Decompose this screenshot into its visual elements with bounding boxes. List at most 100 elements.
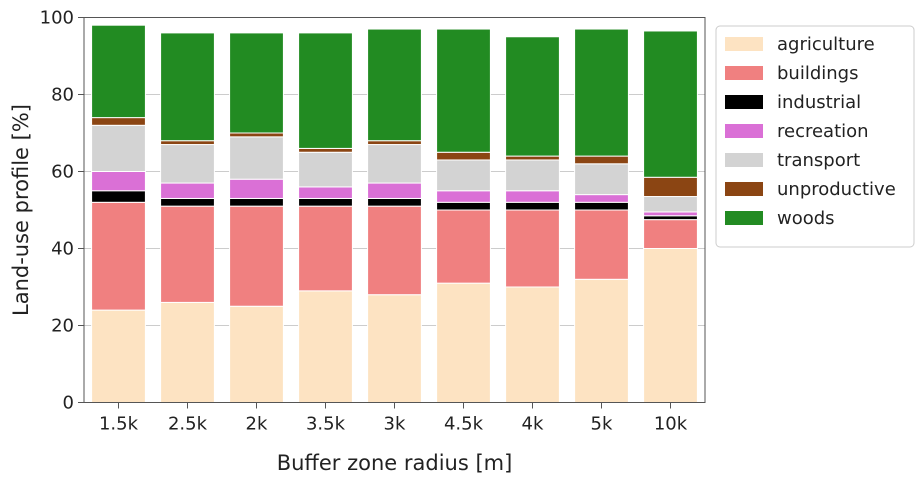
bar-segment-agriculture: [91, 309, 146, 404]
bar-segment-unproductive: [643, 176, 698, 198]
bar-segment-industrial: [574, 201, 629, 211]
bar-segment-agriculture: [574, 278, 629, 403]
bar-segment-industrial: [229, 197, 284, 207]
x-axis-ticks: 1.5k 2.5k 2k 3.5k 3k 4.5k 4k 5k 10k: [99, 402, 688, 435]
bar-segment-buildings: [298, 205, 353, 292]
x-tick-label: 3k: [384, 414, 406, 435]
bar-segment-buildings: [91, 201, 146, 311]
bar-segment-unproductive: [367, 140, 422, 146]
y-tick-label: 100: [40, 8, 74, 29]
x-tick-label: 4k: [522, 414, 544, 435]
x-tick-label: 5k: [591, 414, 613, 435]
legend-swatch: [725, 66, 763, 80]
bar-segment-woods: [298, 32, 353, 149]
bar-segment-industrial: [436, 201, 491, 211]
y-tick-label: 20: [51, 316, 74, 337]
legend-frame: [715, 25, 915, 248]
bar-segment-industrial: [643, 215, 698, 221]
bar-segment-unproductive: [436, 151, 491, 161]
y-tick-label: 80: [51, 85, 74, 106]
legend-swatch: [725, 124, 763, 138]
bar-segment-buildings: [229, 205, 284, 307]
bar-segment-agriculture: [229, 305, 284, 403]
legend-swatch: [725, 211, 763, 225]
bar-segment-buildings: [643, 219, 698, 249]
bar-segment-transport: [160, 144, 215, 184]
bar-segment-agriculture: [643, 248, 698, 403]
bar-segment-agriculture: [436, 282, 491, 403]
bar-segment-recreation: [574, 194, 629, 203]
bar-segment-woods: [160, 32, 215, 142]
bar-segment-woods: [367, 28, 422, 142]
bar-segment-woods: [229, 32, 284, 134]
bar-segment-unproductive: [505, 155, 560, 161]
y-axis-ticks: 0 20 40 60 80 100: [40, 8, 84, 414]
bar-segment-transport: [574, 163, 629, 196]
bar-segment-woods: [574, 28, 629, 157]
bar-segment-buildings: [436, 209, 491, 284]
bars-group: [91, 24, 698, 404]
bar-segment-agriculture: [298, 290, 353, 404]
bar-segment-buildings: [574, 209, 629, 280]
legend-swatch: [725, 37, 763, 51]
bar-segment-recreation: [505, 190, 560, 203]
legend-label: industrial: [777, 92, 861, 113]
legend-label: buildings: [777, 63, 858, 84]
bar-segment-buildings: [367, 205, 422, 296]
bar-segment-recreation: [298, 186, 353, 199]
bar-segment-woods: [643, 30, 698, 178]
bar-segment-unproductive: [229, 132, 284, 138]
x-axis-label: Buffer zone radius [m]: [277, 451, 513, 475]
bar-segment-unproductive: [298, 147, 353, 153]
bar-segment-transport: [298, 151, 353, 188]
legend: agriculture buildings industrial recreation…: [715, 25, 915, 248]
bar-segment-unproductive: [91, 117, 146, 126]
bar-segment-buildings: [505, 209, 560, 288]
bar-segment-recreation: [643, 211, 698, 217]
y-axis-label: Land-use profile [%]: [9, 104, 33, 316]
bar-segment-buildings: [160, 205, 215, 303]
y-tick-label: 40: [51, 239, 74, 260]
bar-segment-transport: [229, 136, 284, 180]
x-tick-label: 2k: [246, 414, 268, 435]
bar-segment-recreation: [367, 182, 422, 199]
legend-swatch: [725, 95, 763, 109]
x-tick-label: 4.5k: [444, 414, 484, 435]
bar-segment-woods: [91, 24, 146, 119]
bar-segment-transport: [367, 144, 422, 184]
legend-label: agriculture: [777, 34, 875, 55]
bar-segment-woods: [436, 28, 491, 153]
legend-label: transport: [777, 150, 860, 171]
bar-segment-industrial: [160, 197, 215, 207]
bar-segment-industrial: [505, 201, 560, 211]
legend-label: recreation: [777, 121, 869, 142]
bar-segment-recreation: [91, 171, 146, 192]
bar-segment-agriculture: [160, 301, 215, 403]
bar-segment-transport: [505, 159, 560, 192]
bar-segment-recreation: [436, 190, 491, 203]
bar-segment-industrial: [91, 190, 146, 203]
bar-segment-transport: [643, 196, 698, 213]
bar-segment-recreation: [160, 182, 215, 199]
bar-segment-unproductive: [160, 140, 215, 146]
bar-segment-industrial: [298, 197, 353, 207]
legend-label: unproductive: [777, 179, 896, 200]
y-tick-label: 0: [63, 393, 74, 414]
bar-segment-transport: [91, 124, 146, 173]
x-tick-label: 1.5k: [99, 414, 139, 435]
legend-swatch: [725, 182, 763, 196]
legend-swatch: [725, 153, 763, 167]
bar-segment-industrial: [367, 197, 422, 207]
bar-segment-recreation: [229, 178, 284, 199]
legend-label: woods: [777, 208, 835, 229]
x-tick-label: 2.5k: [168, 414, 208, 435]
bar-segment-transport: [436, 159, 491, 192]
bar-segment-woods: [505, 36, 560, 157]
bar-segment-unproductive: [574, 155, 629, 165]
x-tick-label: 10k: [654, 414, 688, 435]
y-tick-label: 60: [51, 162, 74, 183]
bar-segment-agriculture: [505, 286, 560, 403]
bar-segment-agriculture: [367, 294, 422, 404]
x-tick-label: 3.5k: [306, 414, 346, 435]
